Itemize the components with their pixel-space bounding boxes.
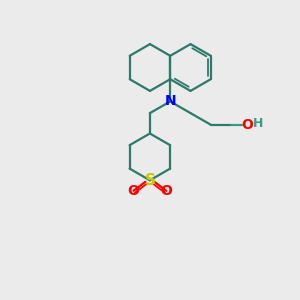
Text: O: O (128, 184, 140, 198)
Text: O: O (241, 118, 253, 132)
Text: S: S (144, 173, 155, 188)
Text: N: N (164, 94, 176, 108)
Text: H: H (253, 117, 263, 130)
Text: O: O (160, 184, 172, 198)
